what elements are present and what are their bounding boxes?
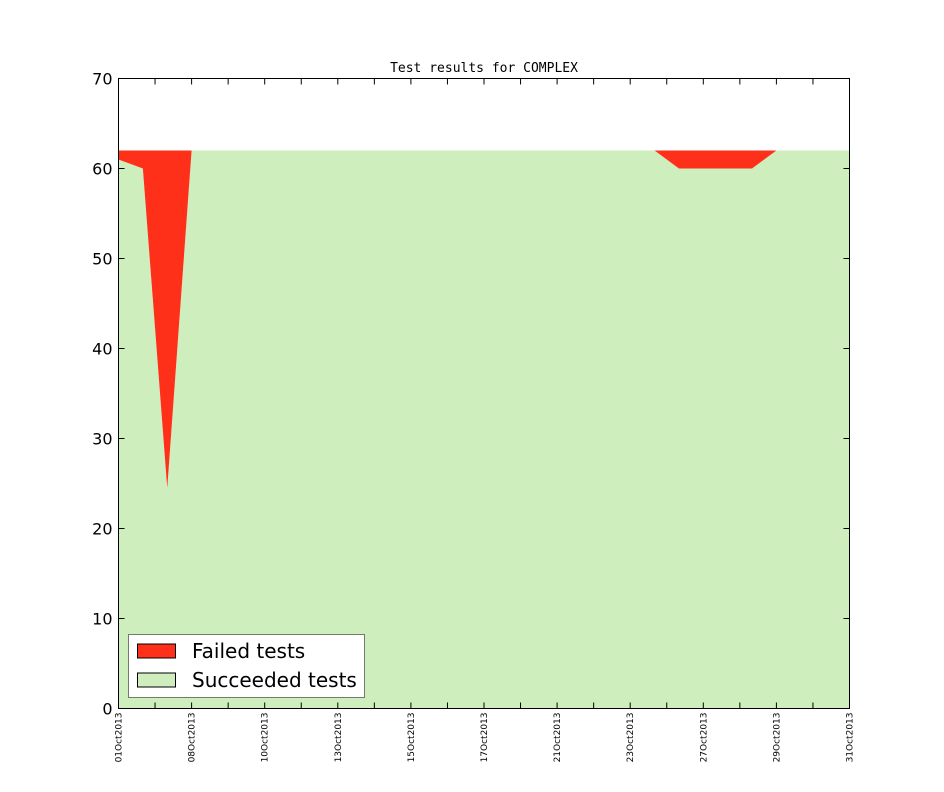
xtick-label: 21Oct2013 <box>553 713 563 763</box>
ytick-label: 50 <box>92 250 112 269</box>
legend-succeeded-label: Succeeded tests <box>192 668 357 692</box>
xtick-label: 15Oct2013 <box>407 713 417 763</box>
ytick-label: 30 <box>92 430 112 449</box>
xtick-label: 10Oct2013 <box>261 713 271 763</box>
succeeded-tests-area <box>118 150 850 709</box>
xtick-label: 17Oct2013 <box>480 713 490 763</box>
xtick-label: 29Oct2013 <box>772 713 782 763</box>
legend-succeeded-swatch <box>137 672 176 688</box>
legend-failed-label: Failed tests <box>192 639 305 663</box>
legend: Failed tests Succeeded tests <box>128 634 365 698</box>
xtick-label: 23Oct2013 <box>626 713 636 763</box>
xtick-label: 13Oct2013 <box>334 713 344 763</box>
chart-title: Test results for COMPLEX <box>390 61 578 76</box>
ticks-layer: 0 10 20 30 40 50 60 70 01Oct2013 08Oct2013 10Oct20… <box>92 70 855 763</box>
ytick-label: 0 <box>102 700 112 719</box>
ytick-label: 10 <box>92 610 112 629</box>
xtick-label: 31Oct2013 <box>846 713 856 763</box>
xtick-label: 27Oct2013 <box>699 713 709 763</box>
legend-failed-swatch <box>137 643 176 659</box>
ytick-label: 40 <box>92 340 112 359</box>
ytick-label: 70 <box>92 70 112 89</box>
xtick-label: 01Oct2013 <box>115 713 125 763</box>
xtick-label: 08Oct2013 <box>188 713 198 763</box>
areas-layer <box>118 150 850 709</box>
ytick-label: 20 <box>92 520 112 539</box>
ytick-label: 60 <box>92 160 112 179</box>
